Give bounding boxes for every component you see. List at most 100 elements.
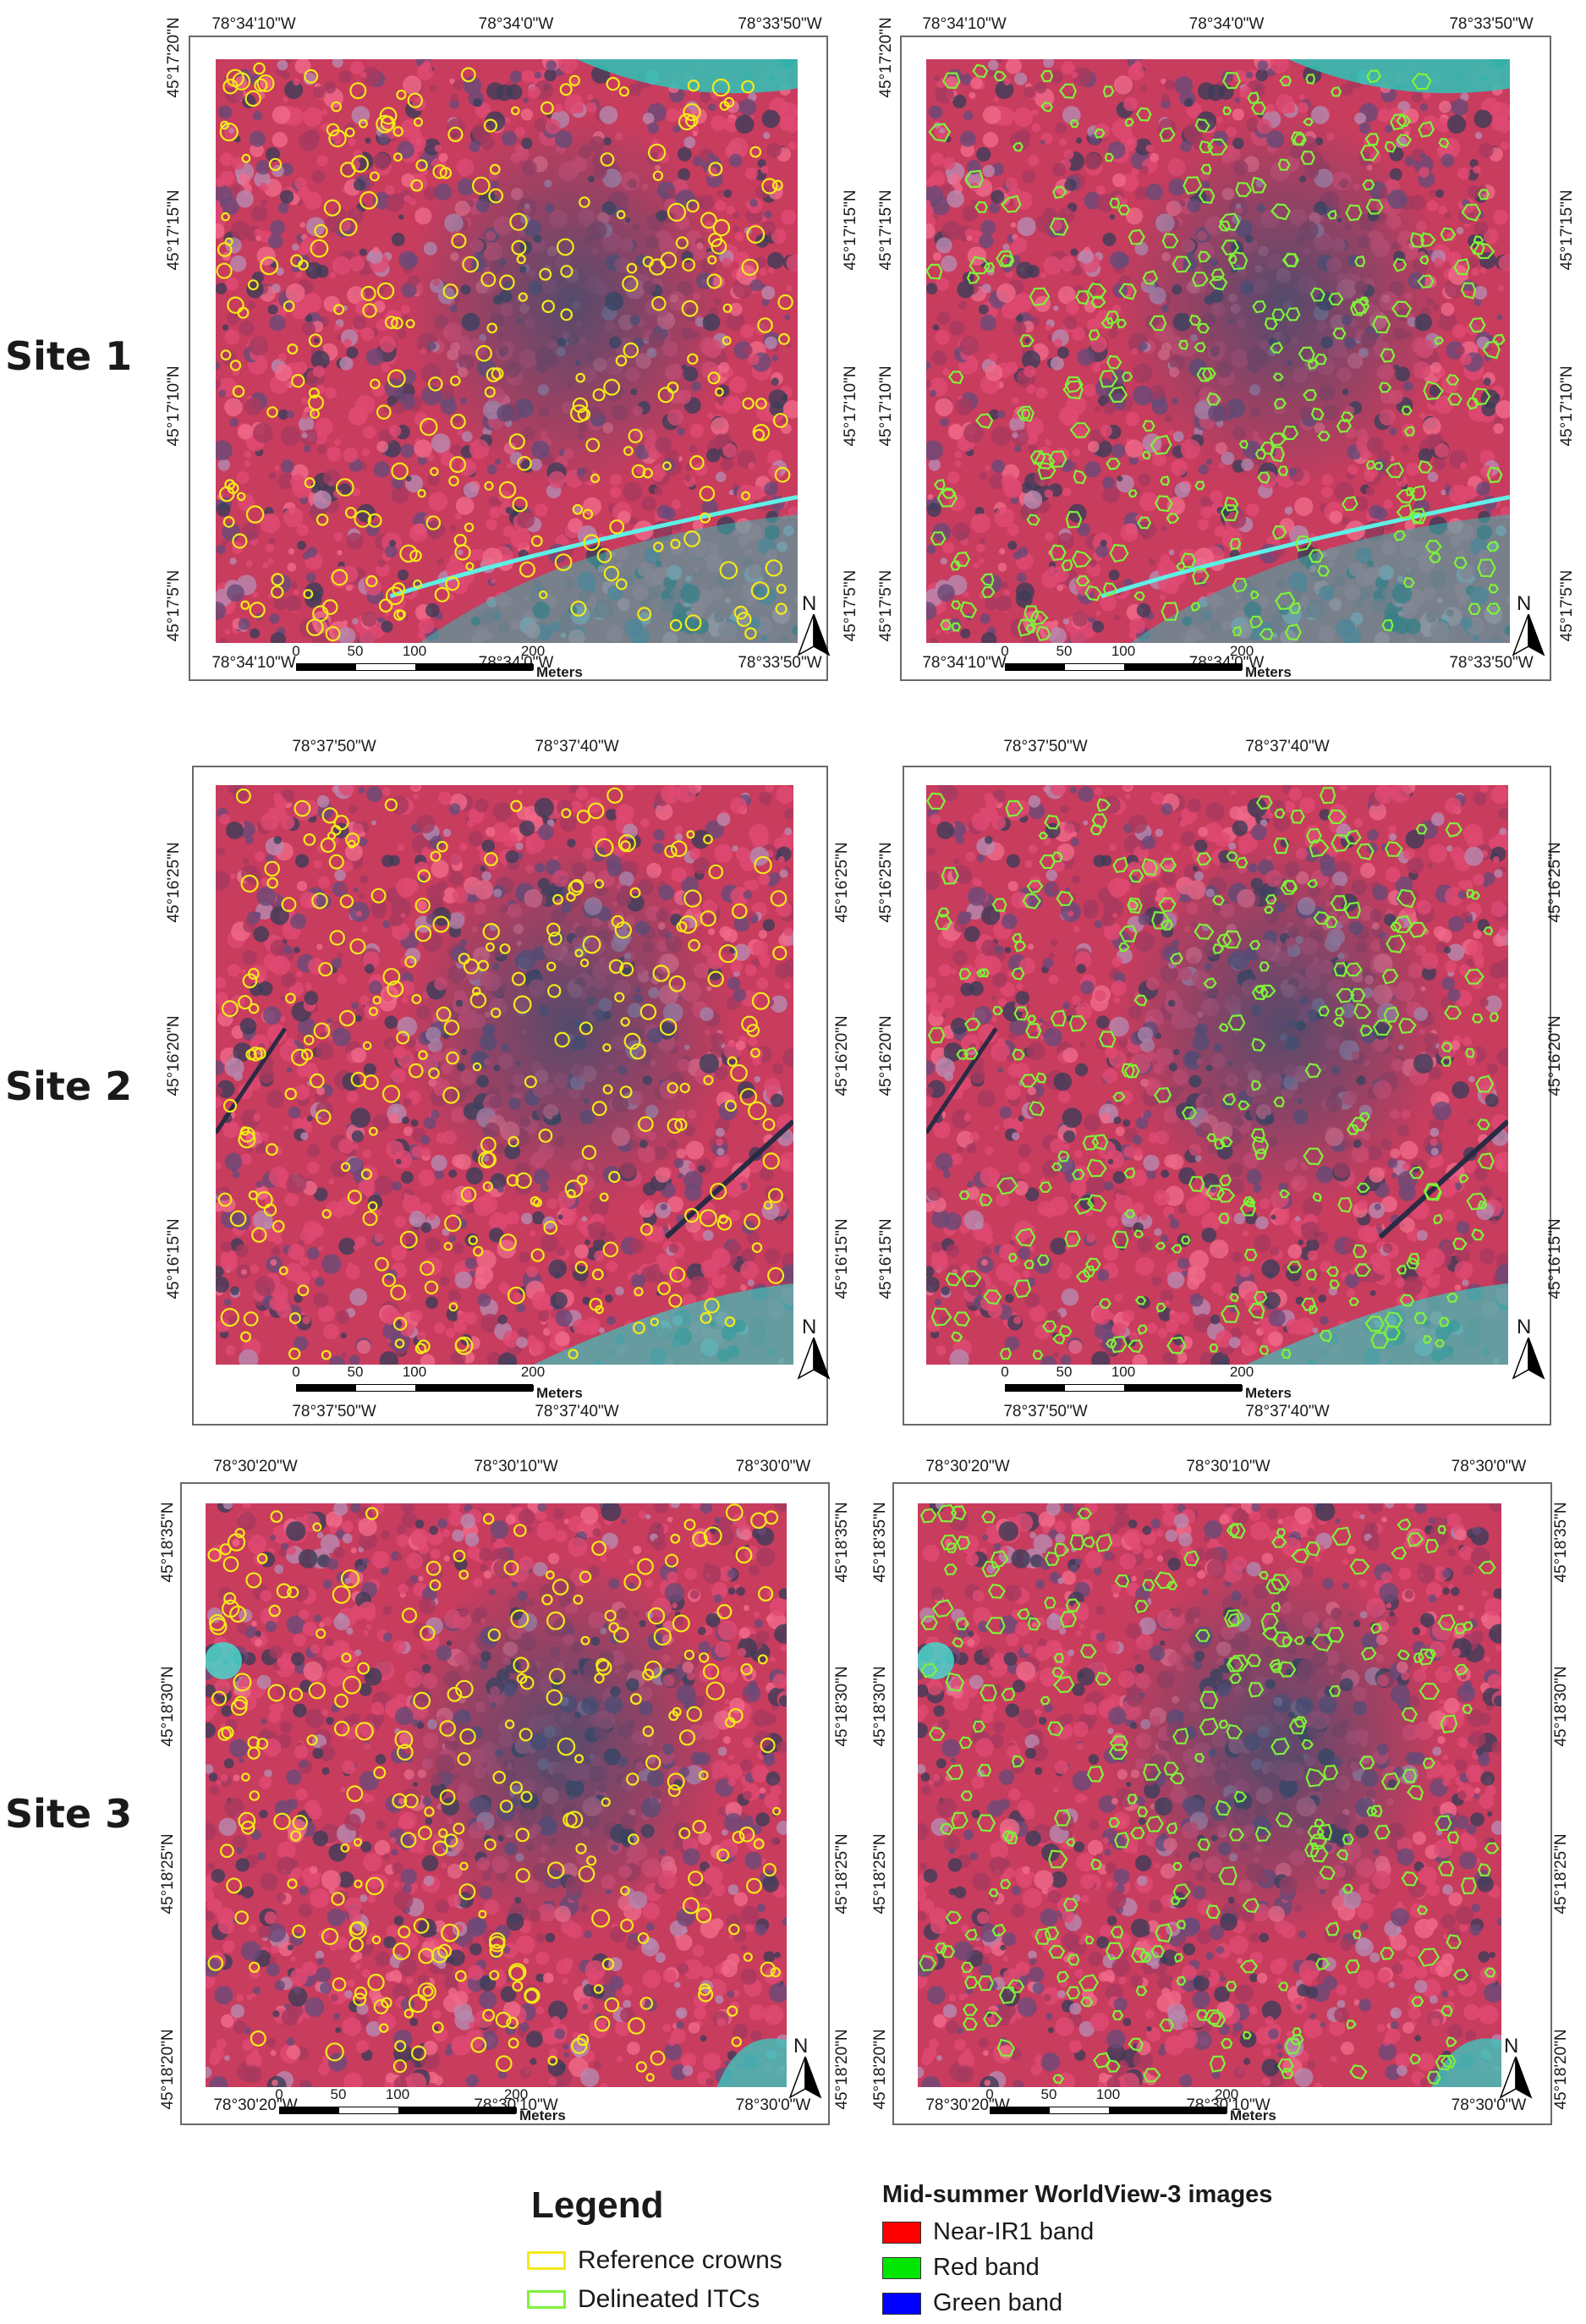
scale-label: 200: [1229, 1364, 1254, 1380]
scale-label: 0: [1001, 643, 1009, 659]
right-latitude-label: 45°16'25"N: [1546, 842, 1564, 923]
left-latitude-label: 45°18'30"N: [159, 1666, 177, 1747]
scale-bar-segment: [1050, 2107, 1109, 2113]
top-longitude-label: 78°30'20"W: [213, 1458, 298, 1475]
scale-bar-segment: [356, 664, 415, 670]
right-latitude-label: 45°17'10"N: [1558, 365, 1576, 447]
satellite-image: [926, 785, 1508, 1365]
north-label: N: [793, 2035, 809, 2058]
scale-bar-segment: [415, 1385, 534, 1391]
satellite-image: [926, 59, 1510, 643]
left-latitude-label: 45°18'25"N: [871, 1833, 889, 1915]
scale-bar: 0 50 100 200 Meters: [292, 1364, 583, 1401]
left-latitude-label: 45°17'10"N: [165, 365, 183, 447]
scale-bar-segments: [279, 2107, 517, 2114]
map-image: [206, 1503, 787, 2087]
right-latitude-label: 45°16'15"N: [833, 1218, 851, 1299]
top-longitude-label: 78°34'0"W: [478, 15, 554, 33]
scale-bar-segment: [356, 1385, 415, 1391]
scale-label: 50: [347, 1364, 364, 1380]
right-latitude-label: 45°16'15"N: [1546, 1218, 1564, 1299]
band-item-green: Green band: [882, 2289, 1062, 2317]
satellite-image: [918, 1503, 1501, 2087]
map-image: [918, 1503, 1501, 2087]
left-latitude-label: 45°17'5"N: [877, 569, 895, 642]
scale-bar-segment: [1065, 1385, 1124, 1391]
map-image: [216, 785, 793, 1365]
left-latitude-label: 45°18'20"N: [159, 2029, 177, 2110]
scale-label: 0: [292, 1364, 300, 1380]
top-longitude-label: 78°30'10"W: [1186, 1458, 1270, 1475]
scale-label: 100: [1111, 643, 1136, 659]
scale-unit-label: Meters: [519, 2107, 566, 2123]
scale-bar: 0 50 100 200 Meters: [275, 2086, 566, 2123]
scale-bar-segment: [1124, 664, 1243, 670]
scale-bar-segment: [280, 2107, 339, 2113]
scale-bar-segment: [991, 2107, 1050, 2113]
legend-title: Legend: [531, 2184, 664, 2226]
left-latitude-label: 45°18'20"N: [871, 2029, 889, 2110]
right-latitude-label: 45°16'20"N: [1546, 1015, 1564, 1096]
site-label-2: Site 2: [5, 1063, 133, 1109]
left-latitude-label: 45°16'20"N: [165, 1015, 183, 1096]
delineated-itcs-overlay: [926, 63, 1506, 642]
right-latitude-label: 45°18'25"N: [833, 1833, 851, 1915]
left-latitude-label: 45°17'15"N: [877, 190, 895, 271]
top-longitude-label: 78°37'40"W: [1245, 738, 1330, 755]
delineated-itcs-overlay: [919, 1503, 1500, 2085]
scale-label: 100: [402, 1364, 427, 1380]
scale-bar-segment: [415, 664, 534, 670]
scale-bar: 0 50 100 200 Meters: [1001, 1364, 1292, 1401]
north-arrow: N: [1497, 2035, 1534, 2099]
scale-bar-segment: [1006, 664, 1065, 670]
north-label: N: [1517, 592, 1532, 615]
north-arrow: N: [787, 2035, 824, 2099]
top-longitude-label: 78°37'40"W: [535, 738, 619, 755]
top-longitude-label: 78°30'0"W: [1451, 1458, 1527, 1475]
left-latitude-label: 45°17'5"N: [165, 569, 183, 642]
scale-label: 200: [520, 1364, 546, 1380]
scale-unit-label: Meters: [1230, 2107, 1276, 2123]
band-item-red: Red band: [882, 2254, 1040, 2282]
right-latitude-label: 45°16'25"N: [833, 842, 851, 923]
right-latitude-label: 45°17'15"N: [842, 190, 859, 271]
scale-label: 100: [1111, 1364, 1136, 1380]
scale-label: 100: [402, 643, 427, 659]
green-band-swatch: [882, 2292, 921, 2315]
right-latitude-label: 45°18'35"N: [833, 1502, 851, 1583]
legend-item-label: Reference crowns: [578, 2246, 782, 2274]
right-latitude-label: 45°17'10"N: [842, 365, 859, 447]
top-longitude-label: 78°34'10"W: [922, 15, 1007, 33]
map-image: [926, 59, 1510, 643]
band-item-label: Red band: [933, 2254, 1040, 2281]
delineated-itcs-swatch: [527, 2290, 566, 2309]
scale-unit-label: Meters: [1245, 1385, 1292, 1401]
red-band-swatch: [882, 2256, 921, 2279]
scale-bar-segments: [1005, 663, 1243, 671]
top-longitude-label: 78°37'50"W: [1003, 738, 1088, 755]
scale-bar-segments: [296, 663, 534, 671]
left-latitude-label: 45°18'25"N: [159, 1833, 177, 1915]
left-latitude-label: 45°18'35"N: [159, 1502, 177, 1583]
legend-item-reference-crowns: Reference crowns: [527, 2246, 782, 2275]
legend-item-delineated-itcs: Delineated ITCs: [527, 2285, 760, 2314]
scale-unit-label: Meters: [536, 1385, 583, 1401]
bottom-longitude-label: 78°34'10"W: [211, 654, 296, 672]
bottom-longitude-label: 78°37'40"W: [535, 1403, 619, 1420]
scale-label: 200: [1229, 643, 1254, 659]
scale-label: 0: [1001, 1364, 1009, 1380]
right-latitude-label: 45°18'20"N: [833, 2029, 851, 2110]
bottom-longitude-label: 78°33'50"W: [1449, 654, 1534, 672]
north-arrow: N: [1510, 592, 1547, 657]
scale-label: 200: [1214, 2086, 1239, 2102]
scale-bar-segment: [339, 2107, 398, 2113]
top-longitude-label: 78°33'50"W: [1449, 15, 1534, 33]
left-latitude-label: 45°16'15"N: [165, 1218, 183, 1299]
reference-crowns-overlay: [207, 1503, 782, 2082]
satellite-image: [206, 1503, 787, 2087]
north-arrow-icon: [1512, 1338, 1545, 1380]
scale-label: 0: [292, 643, 300, 659]
right-latitude-label: 45°17'15"N: [1558, 190, 1576, 271]
satellite-image: [216, 59, 798, 643]
scale-label: 200: [503, 2086, 529, 2102]
